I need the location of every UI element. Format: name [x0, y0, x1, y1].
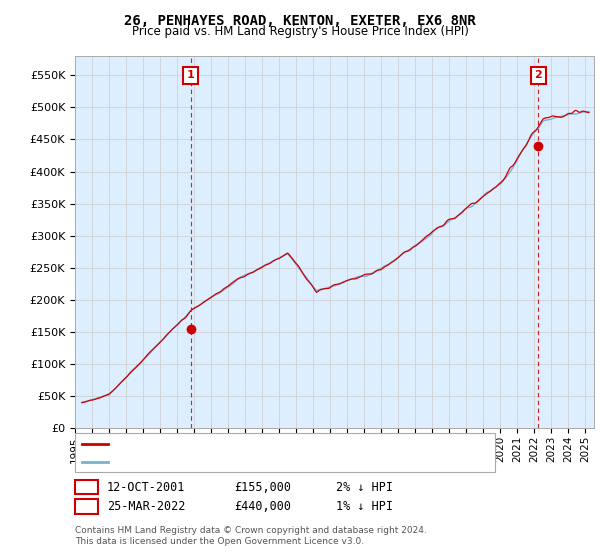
Text: HPI: Average price, detached house, Teignbridge: HPI: Average price, detached house, Teig… — [112, 457, 366, 467]
Text: 2: 2 — [83, 500, 90, 513]
Text: 1% ↓ HPI: 1% ↓ HPI — [336, 500, 393, 513]
Text: 26, PENHAYES ROAD, KENTON, EXETER, EX6 8NR (detached house): 26, PENHAYES ROAD, KENTON, EXETER, EX6 8… — [112, 439, 463, 449]
Text: Contains HM Land Registry data © Crown copyright and database right 2024.
This d: Contains HM Land Registry data © Crown c… — [75, 526, 427, 546]
Text: 1: 1 — [83, 480, 90, 494]
Text: £155,000: £155,000 — [234, 480, 291, 494]
Text: Price paid vs. HM Land Registry's House Price Index (HPI): Price paid vs. HM Land Registry's House … — [131, 25, 469, 38]
Text: 26, PENHAYES ROAD, KENTON, EXETER, EX6 8NR: 26, PENHAYES ROAD, KENTON, EXETER, EX6 8… — [124, 14, 476, 28]
Text: 1: 1 — [187, 70, 194, 80]
Text: 2% ↓ HPI: 2% ↓ HPI — [336, 480, 393, 494]
Text: 25-MAR-2022: 25-MAR-2022 — [107, 500, 185, 513]
Text: 2: 2 — [535, 70, 542, 80]
Text: 12-OCT-2001: 12-OCT-2001 — [107, 480, 185, 494]
Text: £440,000: £440,000 — [234, 500, 291, 513]
